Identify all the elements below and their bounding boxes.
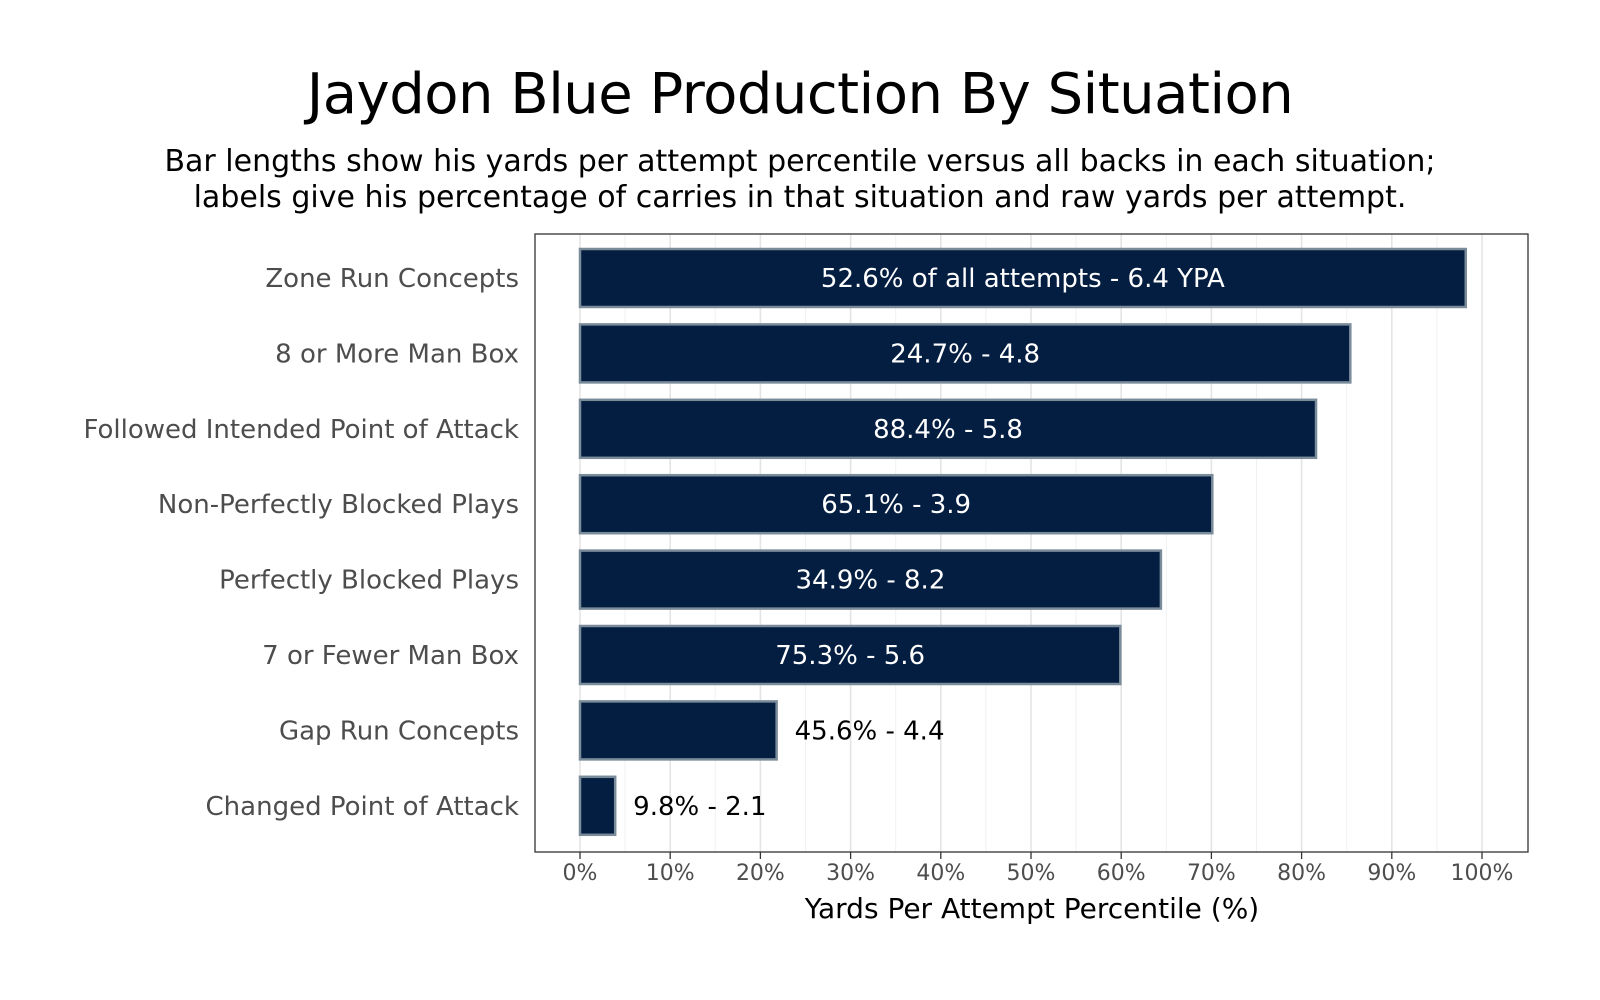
x-tick-label: 30%: [826, 861, 875, 886]
category-label: Non-Perfectly Blocked Plays: [158, 490, 519, 520]
bars: 52.6% of all attempts - 6.4 YPA 24.7% - 4…: [578, 247, 1468, 837]
bar: [578, 775, 617, 837]
x-axis: 0% 10% 20% 30% 40% 50% 60% 70% 80% 90% 100%: [563, 852, 1514, 886]
x-tick-label: 90%: [1367, 861, 1416, 886]
bar-value-label: 45.6% - 4.4: [795, 716, 945, 746]
bar-value-label: 65.1% - 3.9: [821, 490, 971, 520]
bar-value-label: 75.3% - 5.6: [775, 641, 925, 671]
bar-value-label: 52.6% of all attempts - 6.4 YPA: [821, 264, 1225, 294]
bar-value-label: 34.9% - 8.2: [796, 566, 946, 596]
x-tick-label: 20%: [736, 861, 785, 886]
chart-subtitle: Bar lengths show his yards per attempt p…: [0, 144, 1600, 216]
y-axis-labels: Zone Run Concepts 8 or More Man Box Follow…: [83, 264, 519, 822]
bar: [578, 398, 1318, 460]
category-label: Changed Point of Attack: [206, 792, 519, 822]
category-label: Perfectly Blocked Plays: [219, 566, 519, 596]
chart-subtitle-line-1: Bar lengths show his yards per attempt p…: [164, 144, 1436, 179]
bar: [578, 323, 1352, 384]
x-tick-label: 100%: [1451, 861, 1514, 886]
x-tick-label: 70%: [1187, 861, 1236, 886]
bar: [578, 700, 778, 761]
category-label: 8 or More Man Box: [275, 339, 519, 369]
bar: [578, 549, 1163, 610]
x-tick-label: 50%: [1007, 861, 1056, 886]
chart-title: Jaydon Blue Production By Situation: [306, 62, 1294, 127]
x-tick-label: 60%: [1097, 861, 1146, 886]
x-tick-label: 0%: [563, 861, 598, 886]
bar-value-label: 9.8% - 2.1: [633, 792, 766, 822]
category-label: Followed Intended Point of Attack: [83, 415, 519, 445]
x-axis-title: Yards Per Attempt Percentile (%): [804, 892, 1259, 925]
category-label: Zone Run Concepts: [265, 264, 519, 294]
bar-value-label: 24.7% - 4.8: [890, 339, 1040, 369]
bar: [578, 624, 1122, 686]
bar-value-label: 88.4% - 5.8: [873, 415, 1023, 445]
chart-subtitle-line-2: labels give his percentage of carries in…: [193, 180, 1407, 215]
category-label: 7 or Fewer Man Box: [262, 641, 519, 671]
bar: [578, 247, 1468, 309]
x-tick-label: 10%: [646, 861, 695, 886]
x-tick-label: 40%: [916, 861, 965, 886]
category-label: Gap Run Concepts: [279, 716, 519, 746]
bar: [578, 473, 1214, 535]
x-tick-label: 80%: [1277, 861, 1326, 886]
